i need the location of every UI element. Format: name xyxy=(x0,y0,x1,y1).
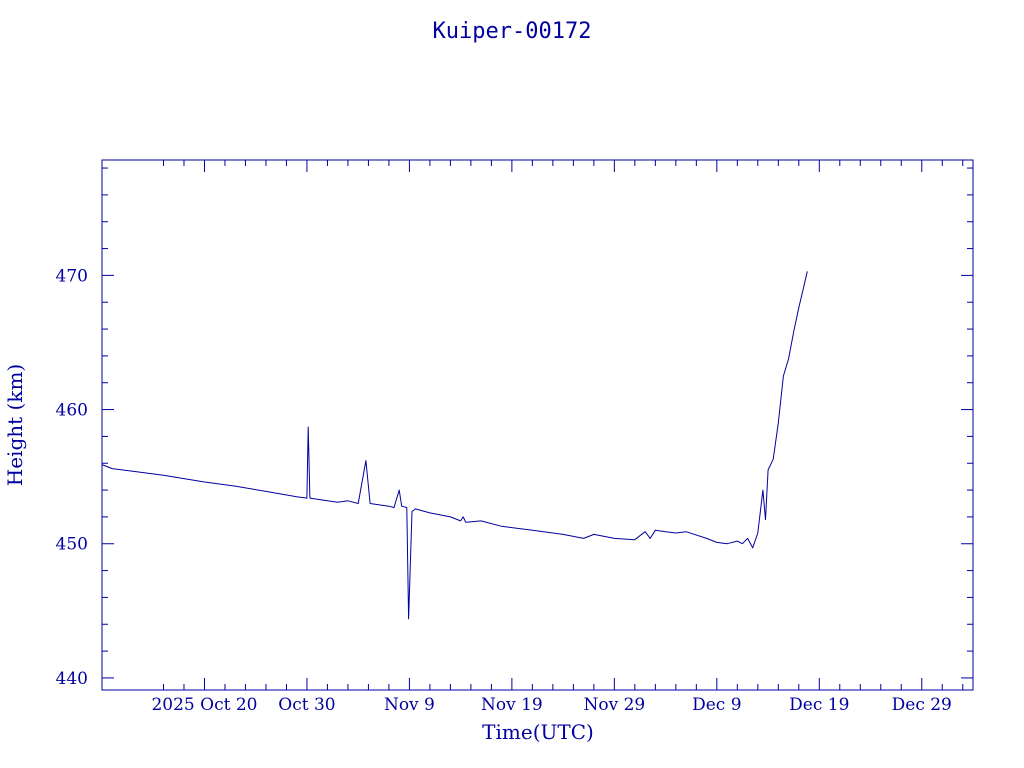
x-tick-label: Dec 29 xyxy=(892,695,952,715)
y-axis-label: Height (km) xyxy=(3,364,27,486)
x-tick-label: Nov 29 xyxy=(583,695,645,715)
x-axis: 2025 Oct 20 Oct 30 Nov 9 Nov 19 Nov 29 Dec 9 D… xyxy=(151,160,964,715)
x-tick-label: Oct 30 xyxy=(278,695,335,715)
x-tick-label: Dec 19 xyxy=(789,695,849,715)
x-tick-label: 2025 Oct 20 xyxy=(151,695,257,715)
height-series-line xyxy=(101,271,808,620)
y-tick-label: 450 xyxy=(56,535,88,555)
y-axis: 440 450 460 470 xyxy=(56,167,973,689)
plot-frame xyxy=(101,159,974,691)
x-axis-label: Time(UTC) xyxy=(482,720,594,744)
chart-title: Kuiper-00172 xyxy=(433,19,592,44)
x-tick-label: Nov 19 xyxy=(481,695,543,715)
x-tick-label: Dec 9 xyxy=(692,695,741,715)
y-tick-label: 470 xyxy=(56,266,88,286)
y-tick-label: 460 xyxy=(56,401,88,421)
series-layer xyxy=(101,271,808,620)
y-tick-label: 440 xyxy=(56,669,88,689)
x-tick-label: Nov 9 xyxy=(384,695,435,715)
